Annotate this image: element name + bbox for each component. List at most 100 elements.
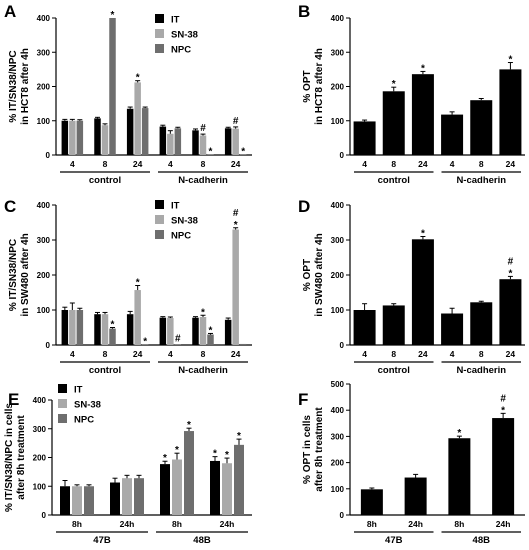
x-tick-label: 24 — [231, 159, 241, 169]
y-tick-label: 300 — [33, 425, 47, 434]
x-tick-label: 8h — [454, 519, 464, 529]
group-label: 47B — [385, 535, 403, 546]
x-tick-label: 4 — [450, 349, 455, 359]
bar-opt-3 — [448, 438, 471, 515]
group-label: control — [378, 175, 410, 186]
bar-it-4 — [210, 460, 220, 515]
bar-sn-38-4 — [167, 318, 174, 345]
x-tick-label: 8 — [391, 159, 396, 169]
significance-star: * — [237, 431, 241, 442]
group-label: N-cadherin — [178, 365, 228, 376]
chart-panel-f: F 0 100 200 300 400 500 % OPT in cells after 8h … — [298, 380, 525, 546]
bar-npc-6 — [239, 343, 247, 345]
bar-sn-38-3 — [134, 290, 141, 345]
bar-it-1 — [61, 120, 69, 155]
bar-npc-2 — [134, 478, 144, 515]
bar-it-5 — [192, 317, 199, 345]
significance-star: * — [213, 449, 217, 460]
significance-hash: # — [508, 256, 514, 267]
bar-it-3 — [160, 464, 170, 515]
bar-opt-6 — [499, 69, 522, 155]
y-tick-label: 200 — [331, 83, 345, 92]
group-label: N-cadherin — [456, 365, 506, 376]
y-tick-label: 0 — [46, 341, 51, 350]
y-tick-label: 400 — [37, 201, 51, 210]
bar-opt-4 — [441, 114, 464, 155]
significance-hash: # — [200, 123, 206, 134]
chart-panel-e: E 0 100 200 300 400 % IT/SN38/NPC in cells afte… — [4, 384, 252, 546]
x-tick-label: 8 — [479, 349, 484, 359]
panel-letter: C — [4, 197, 16, 216]
bar-it-6 — [224, 128, 232, 155]
legend-label: NPC — [171, 231, 191, 242]
group-label: control — [89, 365, 121, 376]
legend-swatch-npc — [155, 230, 164, 239]
bar-it-5 — [192, 130, 199, 155]
bar-npc-3 — [184, 431, 194, 515]
chart-panel-b: B 0 100 200 300 400 % OPT in HCT8 after 4h * * * 4 8… — [298, 2, 525, 186]
y-axis-title: % OPT — [302, 259, 313, 291]
legend-label: NPC — [74, 415, 94, 426]
significance-star: * — [111, 320, 115, 331]
y-tick-label: 0 — [340, 511, 345, 520]
bar-npc-1 — [76, 310, 84, 345]
x-tick-label: 4 — [168, 159, 173, 169]
bar-opt-2 — [382, 91, 405, 155]
bar-npc-4 — [174, 344, 182, 345]
significance-star: * — [457, 428, 461, 439]
legend-label: SN-38 — [171, 216, 198, 227]
y-tick-label: 200 — [37, 271, 51, 280]
y-tick-label: 100 — [331, 485, 345, 494]
bar-npc-4 — [174, 128, 182, 155]
bar-it-4 — [159, 126, 167, 155]
x-tick-label: 24h — [496, 519, 511, 529]
x-tick-label: 8 — [201, 349, 206, 359]
x-tick-label: 4 — [450, 159, 455, 169]
y-tick-label: 100 — [33, 482, 47, 491]
significance-hash: # — [500, 393, 506, 404]
y-axis-title: % IT/SN38/NPC — [8, 50, 19, 122]
bar-npc-4 — [234, 444, 244, 515]
y-axis-title: after 8h treatment — [314, 407, 325, 492]
bar-npc-1 — [84, 486, 94, 515]
y-axis-title: in HCT8 after 4h — [314, 48, 325, 125]
y-tick-label: 300 — [37, 48, 51, 57]
significance-star: * — [136, 73, 140, 84]
legend-swatch-npc — [155, 44, 164, 53]
bar-it-2 — [94, 118, 101, 155]
y-tick-label: 100 — [37, 306, 51, 315]
legend-label: SN-38 — [171, 30, 198, 41]
bar-npc-6 — [239, 154, 247, 155]
bar-npc-5 — [207, 334, 214, 345]
bar-npc-3 — [141, 108, 149, 155]
x-tick-label: 24 — [418, 159, 428, 169]
bar-npc-2 — [109, 18, 116, 155]
significance-star: * — [508, 268, 512, 279]
bar-opt-3 — [411, 74, 434, 155]
group-label: 47B — [93, 535, 111, 546]
significance-star: * — [421, 229, 425, 240]
x-tick-label: 24 — [231, 349, 241, 359]
bar-it-3 — [126, 108, 134, 155]
y-tick-label: 400 — [331, 14, 345, 23]
bar-opt-2 — [382, 305, 405, 345]
x-tick-label: 4 — [70, 349, 75, 359]
group-label: 48B — [473, 535, 491, 546]
group-label: N-cadherin — [178, 175, 228, 186]
x-tick-label: 4 — [70, 159, 75, 169]
chart-panel-a: A 0 100 200 300 400 % IT/SN38/NPC in HCT8 after… — [4, 2, 252, 186]
y-tick-label: 300 — [331, 48, 345, 57]
significance-star: * — [175, 445, 179, 456]
bar-npc-2 — [109, 328, 116, 345]
x-tick-label: 8h — [367, 519, 377, 529]
bar-npc-3 — [141, 344, 149, 345]
legend-swatch-sn-38 — [155, 29, 164, 38]
x-tick-label: 24 — [506, 349, 516, 359]
significance-star: * — [136, 278, 140, 289]
bar-sn-38-6 — [232, 128, 239, 155]
bar-sn-38-4 — [222, 463, 232, 515]
y-axis-title: % OPT — [302, 70, 313, 102]
x-tick-label: 8 — [391, 349, 396, 359]
bar-opt-5 — [470, 302, 493, 345]
